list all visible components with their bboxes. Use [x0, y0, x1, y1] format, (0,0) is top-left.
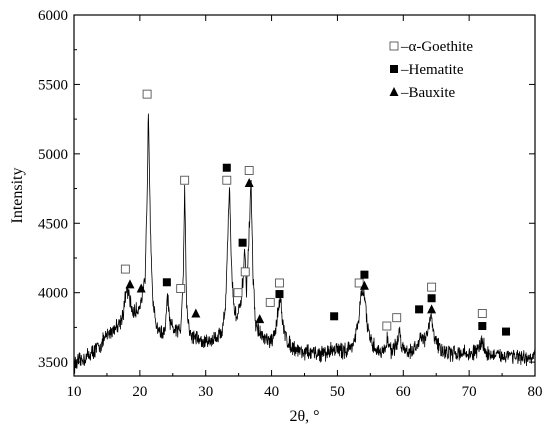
- y-tick-label: 6000: [38, 8, 68, 24]
- hematite-marker: [502, 327, 511, 336]
- hematite-marker: [360, 270, 369, 279]
- hematite-marker: [478, 322, 487, 331]
- goethite-marker: [222, 175, 232, 185]
- plot-layer: [73, 113, 536, 374]
- legend-hematite-symbol: [390, 65, 398, 73]
- goethite-marker: [233, 288, 243, 298]
- legend-label: –Bauxite: [400, 85, 455, 101]
- goethite-marker: [392, 313, 402, 323]
- legend-bauxite-symbol: [389, 87, 399, 96]
- phase-markers: [120, 89, 511, 336]
- goethite-marker: [120, 264, 130, 274]
- goethite-marker: [142, 89, 152, 99]
- y-tick-label: 4500: [38, 216, 68, 232]
- goethite-marker: [180, 175, 190, 185]
- goethite-marker: [244, 166, 254, 175]
- hematite-marker: [330, 312, 339, 321]
- x-tick-label: 40: [264, 384, 279, 400]
- bauxite-marker: [191, 308, 201, 318]
- goethite-marker: [275, 278, 284, 288]
- bauxite-marker: [125, 279, 135, 289]
- x-axis-title: 2θ, °: [289, 408, 319, 425]
- x-tick-label: 80: [528, 384, 543, 400]
- legend-label: –α-Goethite: [400, 39, 473, 55]
- bauxite-marker: [244, 178, 254, 188]
- x-tick-label: 60: [396, 384, 411, 400]
- y-tick-label: 4000: [38, 286, 68, 302]
- x-tick-label: 20: [132, 384, 147, 400]
- legend: –α-Goethite –Hematite –Bauxite: [389, 39, 473, 101]
- y-tick-label: 3500: [38, 355, 68, 371]
- goethite-marker: [477, 309, 487, 318]
- goethite-marker: [427, 282, 437, 292]
- bauxite-marker: [255, 314, 265, 324]
- legend-goethite-symbol: [389, 41, 399, 51]
- goethite-marker: [382, 321, 392, 331]
- bauxite-marker: [136, 283, 146, 293]
- x-tick-label: 10: [67, 384, 82, 400]
- legend-label: –Hematite: [400, 62, 464, 78]
- goethite-marker: [354, 278, 364, 288]
- goethite-marker: [265, 297, 275, 307]
- xrd-trace-line: [73, 113, 536, 374]
- axis-ticks: [73, 14, 536, 376]
- x-tick-label: 70: [462, 384, 477, 400]
- x-tick-label: 50: [330, 384, 345, 400]
- y-tick-label: 5000: [38, 147, 68, 163]
- hematite-marker: [238, 238, 247, 247]
- bauxite-marker: [359, 280, 369, 290]
- bauxite-marker: [427, 304, 437, 314]
- hematite-marker: [222, 163, 231, 172]
- hematite-marker: [427, 294, 436, 303]
- goethite-marker: [176, 284, 186, 293]
- hematite-marker: [162, 278, 171, 287]
- y-tick-label: 5500: [38, 77, 68, 93]
- goethite-marker: [240, 267, 250, 277]
- x-tick-label: 30: [198, 384, 213, 400]
- tick-labels: 10 20 30 40 50 60 70 80 3500 4000 4500 5000 5500 6000: [38, 8, 543, 400]
- y-axis-title: Intensity: [9, 168, 26, 224]
- hematite-marker: [415, 305, 424, 314]
- plot-frame: [73, 14, 536, 377]
- hematite-marker: [275, 290, 284, 299]
